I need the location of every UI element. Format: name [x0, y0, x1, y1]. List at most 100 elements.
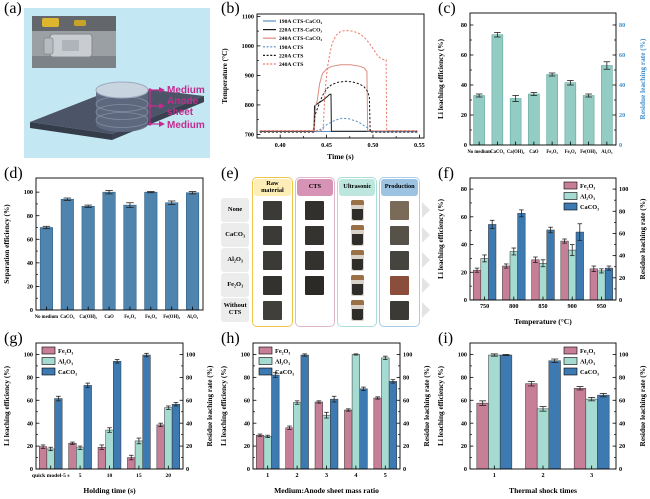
tick-label: 20 — [619, 443, 625, 450]
bar-Fe₂O₃ — [502, 265, 511, 301]
chevron-right-icon — [421, 223, 431, 247]
tick-label: 0 — [464, 297, 467, 304]
tick-label: 1000 — [242, 43, 254, 50]
y2-axis-label: Residue leaching rate (%) — [638, 38, 647, 119]
series-240A CTS — [259, 29, 418, 132]
label-medium-top: Medium — [167, 85, 205, 96]
bar-CaCO₃ — [597, 394, 610, 470]
column-production: Production — [379, 177, 420, 327]
tick-label: Fe₂O₃ — [124, 315, 136, 320]
y2-axis-label: Residue leaching rate (%) — [638, 365, 647, 446]
series-220A CTS — [259, 80, 418, 133]
tick-label: Al₂O₃ — [601, 150, 613, 155]
bar-value — [582, 95, 595, 146]
bar-CaCO₃ — [546, 229, 555, 301]
plot-frame — [35, 342, 184, 470]
tick-label: 850 — [538, 303, 547, 310]
sample-cell — [339, 273, 375, 297]
sample-photo — [262, 300, 282, 320]
y-axis-label: Li leaching efficiency (%) — [2, 365, 11, 446]
plot-frame — [469, 12, 617, 146]
sample-cell — [339, 198, 375, 222]
temperature-time-chart: 700 800 900 1000 1100 0.40 0.45 0.50 0.55 Tempera… — [220, 13, 425, 161]
tick-label: 60 — [461, 52, 467, 59]
panel-g: (g) 0 20 40 60 80 100 Li leaching efficiency (… — [0, 330, 217, 499]
tick-label: 20 — [403, 443, 409, 450]
legend-swatch — [41, 367, 56, 376]
legend-swatch — [258, 346, 273, 355]
tick-label: Ca(OH)₂ — [79, 315, 97, 320]
sample-cell — [381, 223, 417, 247]
tick-label: 40 — [186, 420, 192, 427]
bar-Fe₂O₃ — [373, 397, 382, 470]
tick-label: 2 — [296, 472, 299, 479]
sample-photo — [262, 275, 282, 295]
legend-label: Fe₂O₃ — [58, 348, 73, 355]
tick-label: 100 — [619, 186, 628, 193]
separation-efficiency-chart: 0 20 40 60 80 100 Separation efficiency (%) No … — [2, 177, 204, 320]
tick-label: 0 — [186, 466, 189, 473]
tick-label: 60 — [619, 397, 625, 404]
bar-Al₂O₃ — [322, 414, 331, 470]
plot-frame — [252, 342, 401, 470]
legend-label: Fe₂O₃ — [275, 348, 290, 355]
bar-Al₂O₃ — [597, 270, 606, 301]
tick-label: 40 — [461, 420, 467, 427]
y2-axis-label: Residue leaching rate (%) — [638, 198, 647, 279]
sample-cell — [381, 198, 417, 222]
bar-Al₂O₃ — [381, 357, 390, 470]
row-arrows — [421, 177, 431, 327]
tick-label: 100 — [186, 352, 195, 359]
equipment-photo-inset — [32, 16, 116, 68]
tick-label: 800 — [245, 102, 254, 109]
temperature-effect-chart: 0 20 40 60 80 Li leaching efficiency (%) 0 20 40… — [436, 177, 647, 326]
bar-Fe₂O₃ — [68, 442, 77, 470]
legend-swatch — [563, 202, 578, 211]
sample-cell — [297, 298, 333, 322]
tick-label: 40 — [619, 82, 625, 89]
legend-label: CaCO₃ — [275, 369, 294, 376]
sample-photo — [390, 200, 410, 220]
bar-Fe₂O₃ — [344, 409, 353, 470]
tick-label: 20 — [166, 473, 172, 479]
series-190A CTS — [259, 117, 418, 133]
bar-value — [564, 82, 577, 146]
sample-photo — [390, 225, 410, 245]
bar-CaCO₃ — [83, 385, 92, 470]
tick-label: 20 — [461, 112, 467, 119]
tick-label: Fe₂O₃ — [546, 150, 558, 155]
medium-li-leaching-chart: 0 20 40 60 80 Li leaching efficiency (%) 0 20 40… — [436, 12, 647, 155]
legend-label: CaCO₃ — [580, 369, 599, 376]
ultrasonic-vial-photo — [350, 199, 364, 221]
plot-frame — [469, 177, 617, 301]
bar-CaCO₃ — [171, 404, 181, 470]
panel-letter: (f) — [438, 165, 454, 182]
legend-label: Al₂O₃ — [58, 359, 73, 366]
bar-CaCO₃ — [359, 388, 368, 470]
tick-label: 5 — [79, 473, 82, 479]
tick-label: 2 — [541, 472, 544, 479]
tick-label: 40 — [619, 253, 625, 260]
chevron-right-icon — [421, 298, 431, 322]
tick-label: 80 — [461, 186, 467, 193]
sample-photo — [390, 250, 410, 270]
label-sheet: sheet — [167, 107, 194, 118]
plot-frame — [469, 342, 617, 470]
bar-Fe₂O₃ — [472, 269, 482, 301]
sample-photo — [305, 200, 325, 220]
tick-label: 40 — [244, 420, 250, 427]
panel-letter: (i) — [438, 330, 454, 347]
bar-CaCO₃ — [548, 360, 561, 470]
bar-value — [81, 206, 95, 311]
tick-label: 750 — [480, 303, 489, 310]
tick-label: 3 — [590, 472, 593, 479]
legend-label: Fe₂O₃ — [580, 183, 595, 190]
tick-label: CaCO₃ — [490, 150, 505, 155]
layer-annotations — [148, 87, 165, 127]
bar-Fe₂O₃ — [589, 268, 598, 301]
sample-photo-table: None CaCO₃ Al₂O₃ Fe₂O₃ Without CTS Raw materi… — [221, 177, 431, 327]
bar-Fe₂O₃ — [255, 434, 265, 470]
panel-letter: (h) — [221, 330, 240, 347]
panel-letter: (g) — [4, 330, 23, 347]
tick-label: 80 — [27, 374, 33, 381]
